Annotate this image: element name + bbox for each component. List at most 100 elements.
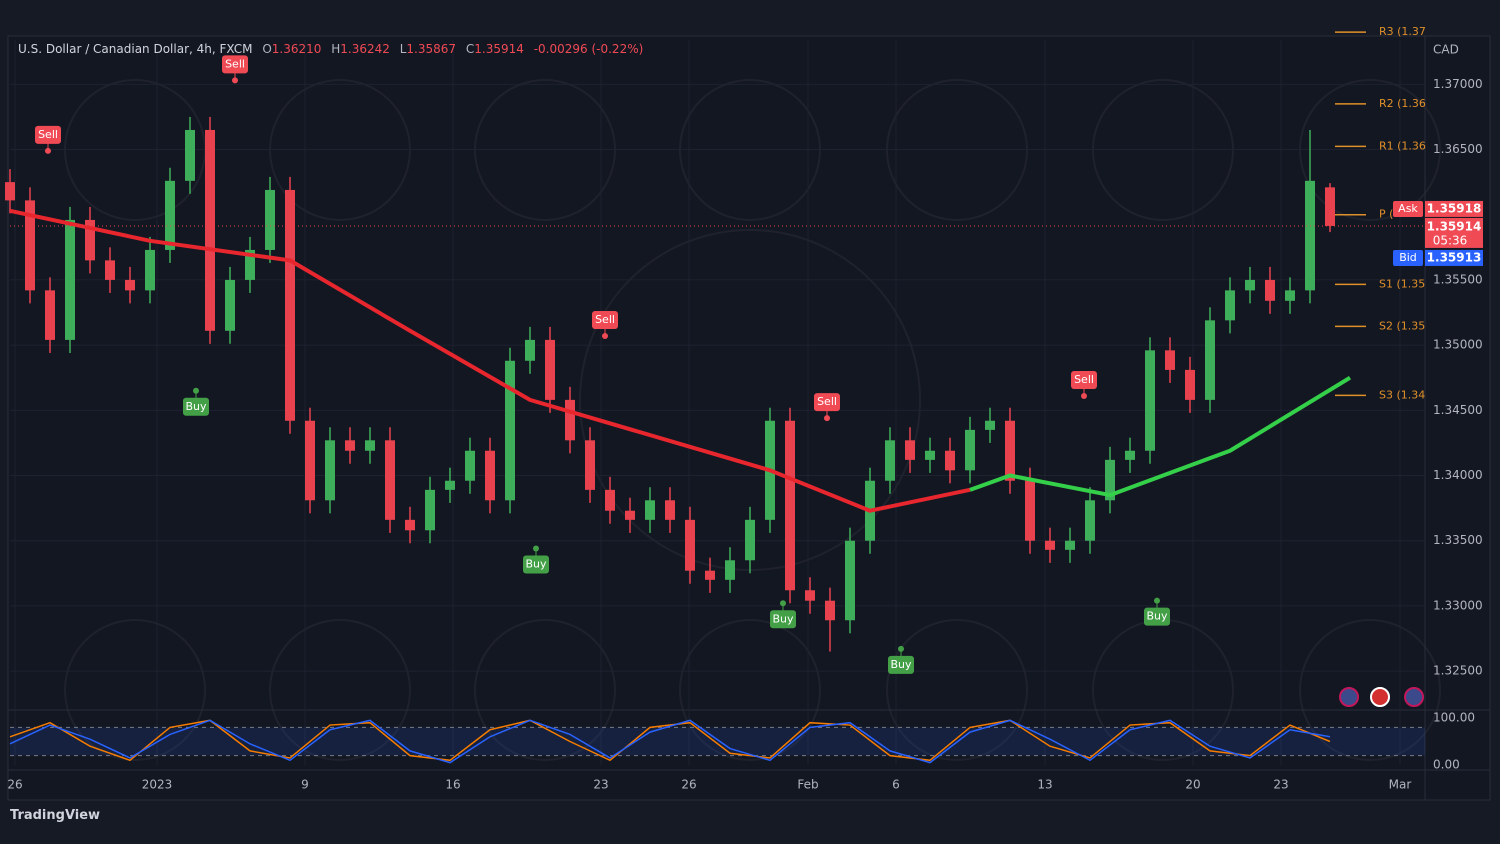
candle-body bbox=[845, 540, 855, 621]
candle-body bbox=[665, 500, 675, 520]
candle-body bbox=[1005, 420, 1015, 481]
brand[interactable]: TradingView bbox=[10, 808, 101, 823]
signal-label: Sell bbox=[225, 57, 245, 70]
y-tick-label: 1.35500 bbox=[1433, 272, 1483, 286]
ohlc-value: 1.35914 bbox=[474, 42, 524, 56]
pivot-label: S2 (1.35 bbox=[1379, 319, 1425, 332]
candle-body bbox=[1225, 290, 1235, 321]
candle-body bbox=[25, 200, 35, 291]
countdown: 05:36 bbox=[1433, 233, 1468, 247]
y-tick-label: 1.32500 bbox=[1433, 664, 1483, 678]
x-tick-label: 9 bbox=[301, 778, 309, 792]
moving-average bbox=[9, 208, 971, 513]
flags bbox=[1339, 687, 1424, 707]
ohlc-value: 1.36242 bbox=[340, 42, 390, 56]
y-tick-label: 1.37000 bbox=[1433, 77, 1483, 91]
symbol: U.S. Dollar / Canadian Dollar, 4h, FXCM bbox=[18, 42, 253, 56]
signal-label: Buy bbox=[890, 658, 912, 671]
candle-body bbox=[1065, 540, 1075, 550]
oscillator-tick-label: 100.00 bbox=[1433, 711, 1475, 725]
candle-body bbox=[565, 399, 575, 441]
x-tick-label: 6 bbox=[892, 778, 900, 792]
signal-label: Buy bbox=[772, 612, 794, 625]
candle-body bbox=[305, 420, 315, 501]
signal-label: Buy bbox=[185, 400, 207, 413]
x-tick-label: Feb bbox=[797, 778, 818, 792]
x-tick-label: 26 bbox=[681, 778, 696, 792]
pivot-label: R1 (1.36 bbox=[1379, 139, 1426, 152]
currency-label: CAD bbox=[1433, 43, 1459, 57]
x-tick-label: 13 bbox=[1037, 778, 1052, 792]
legend-header: U.S. Dollar / Canadian Dollar, 4h, FXCM … bbox=[18, 42, 643, 56]
signal-label: Buy bbox=[1146, 610, 1168, 623]
x-tick-label: 2023 bbox=[142, 778, 173, 792]
candle-body bbox=[1325, 187, 1335, 226]
x-tick-label: 20 bbox=[1185, 778, 1200, 792]
candle-body bbox=[985, 420, 995, 430]
bid-tag bbox=[1393, 249, 1423, 266]
pivot-label: R2 (1.36 bbox=[1379, 97, 1426, 110]
signal-label: Sell bbox=[38, 128, 58, 141]
pivot-label: P ( bbox=[1379, 208, 1393, 221]
chart-frame bbox=[7, 35, 1491, 801]
candle-body bbox=[145, 249, 155, 291]
candle-body bbox=[1105, 459, 1115, 501]
signal-box bbox=[523, 555, 549, 574]
candle-body bbox=[185, 129, 195, 181]
candle-body bbox=[1125, 450, 1135, 460]
x-tick-label: 26 bbox=[7, 778, 22, 792]
candle-body bbox=[425, 489, 435, 531]
candle-body bbox=[365, 440, 375, 451]
candle-body bbox=[805, 590, 815, 601]
candle-body bbox=[1145, 350, 1155, 451]
x-tick-label: 16 bbox=[445, 778, 460, 792]
bid-price: 1.35913 bbox=[1427, 250, 1482, 264]
signal-box bbox=[35, 125, 61, 144]
watermarks bbox=[64, 79, 1441, 761]
signal-box bbox=[1071, 370, 1097, 389]
candle-body bbox=[1305, 180, 1315, 291]
signal-label: Sell bbox=[595, 313, 615, 326]
candle-body bbox=[625, 510, 635, 520]
candle-body bbox=[705, 570, 715, 580]
candle-body bbox=[785, 420, 795, 591]
candle-body bbox=[345, 440, 355, 451]
signal-box bbox=[770, 610, 796, 629]
candle-body bbox=[85, 219, 95, 261]
candle-body bbox=[245, 249, 255, 280]
candle-body bbox=[465, 450, 475, 481]
signal-box bbox=[888, 655, 914, 674]
candle-body bbox=[525, 339, 535, 361]
bid-price-box bbox=[1425, 249, 1483, 266]
candle-body bbox=[325, 440, 335, 501]
pivot-label: S3 (1.34 bbox=[1379, 388, 1425, 401]
ask-price: 1.35918 bbox=[1427, 201, 1482, 215]
signal-label: Sell bbox=[1074, 373, 1094, 386]
candle-body bbox=[605, 489, 615, 511]
candle-body bbox=[285, 189, 295, 421]
ohlc-key: L bbox=[399, 42, 407, 56]
ohlc-value: 1.36210 bbox=[271, 42, 322, 56]
y-tick-label: 1.34000 bbox=[1433, 468, 1483, 482]
oscillator-line bbox=[9, 719, 1331, 764]
candle-body bbox=[1245, 279, 1255, 291]
oscillator-line bbox=[9, 719, 1331, 762]
last-price: 1.35914 bbox=[1427, 219, 1482, 233]
x-tick-label: 23 bbox=[1273, 778, 1288, 792]
signal-box bbox=[1144, 607, 1170, 626]
candle-body bbox=[725, 560, 735, 580]
ohlc-key: C bbox=[465, 42, 475, 56]
candle-body bbox=[945, 450, 955, 471]
candle-body bbox=[885, 440, 895, 481]
bid-tag-label: Bid bbox=[1399, 251, 1417, 264]
candle-body bbox=[265, 189, 275, 250]
candle-body bbox=[825, 600, 835, 621]
candle-body bbox=[1045, 540, 1055, 550]
candle-body bbox=[445, 480, 455, 490]
candle-body bbox=[45, 290, 55, 340]
pivot-label: S1 (1.35 bbox=[1379, 277, 1425, 290]
candle-body bbox=[205, 129, 215, 331]
oscillator-tick-label: 0.00 bbox=[1433, 758, 1460, 772]
candle-body bbox=[965, 429, 975, 471]
